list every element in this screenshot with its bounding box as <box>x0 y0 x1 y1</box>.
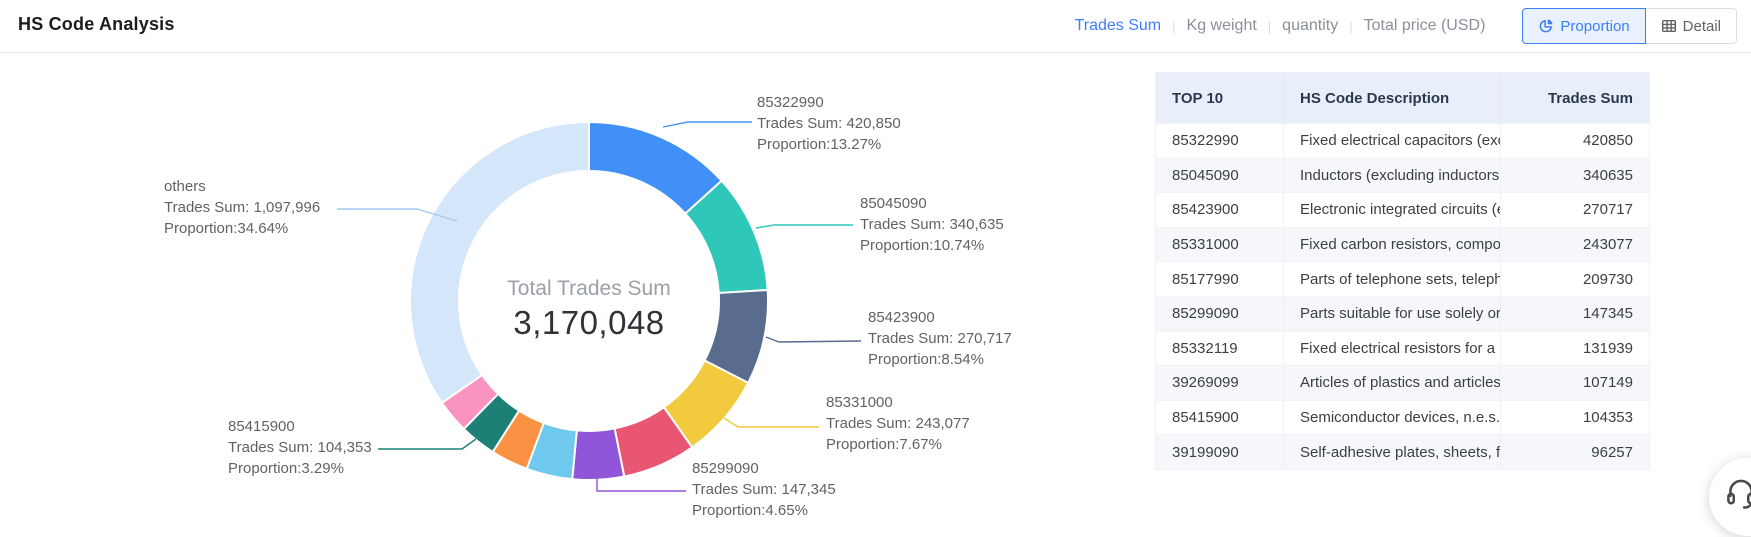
metric-nav: Trades Sum | Kg weight | quantity | Total pric… <box>1064 0 1737 52</box>
table-row: 85299090 Parts suitable for use solely or… <box>1156 295 1649 331</box>
headset-icon <box>1727 479 1751 509</box>
cell-hs-code: 85045090 <box>1156 158 1284 193</box>
table-row: 85423900 Electronic integrated circuits (… <box>1156 192 1649 227</box>
cell-description: Fixed electrical capacitors (exclu... <box>1284 124 1501 158</box>
top10-table: TOP 10 HS Code Description Trades Sum 85… <box>1155 72 1650 470</box>
chart-slice-others[interactable] <box>409 120 590 405</box>
chart-center-title: Total Trades Sum <box>507 277 671 300</box>
header-bar: HS Code Analysis Trades Sum | Kg weight | qu… <box>0 0 1751 52</box>
slice-label-85423900: 85423900 Trades Sum: 270,717 Proportion:8.… <box>868 309 1012 368</box>
label-leader-line-85415900 <box>378 438 477 450</box>
label-leader-line-85331000 <box>723 417 819 428</box>
view-toggle-group: Proportion Detail <box>1522 8 1737 44</box>
table-icon <box>1661 20 1676 33</box>
slice-label-85045090: 85045090 Trades Sum: 340,635 Proportion:10… <box>860 195 1004 254</box>
label-leader-line-85423900 <box>765 336 862 343</box>
tab-quantity[interactable]: quantity <box>1282 17 1339 34</box>
chart-slice-85299090[interactable] <box>571 427 626 481</box>
label-leader-line-85322990 <box>662 121 752 128</box>
table-header-row: TOP 10 HS Code Description Trades Sum <box>1156 73 1649 123</box>
slice-label-85331000: 85331000 Trades Sum: 243,077 Proportion:7.… <box>826 394 970 453</box>
cell-hs-code: 85332119 <box>1156 331 1284 366</box>
cell-trades-sum: 340635 <box>1582 166 1633 184</box>
cell-description: Parts suitable for use solely or p... <box>1284 296 1501 331</box>
cell-trades-sum: 243077 <box>1582 236 1633 254</box>
cell-hs-code: 85322990 <box>1156 124 1284 158</box>
table-header-top10: TOP 10 <box>1156 73 1284 123</box>
cell-trades-sum: 131939 <box>1582 339 1633 357</box>
table-row: 39269099 Articles of plastics and article… <box>1156 365 1649 400</box>
slice-label-85322990: 85322990 Trades Sum: 420,850 Proportion:13… <box>757 94 901 153</box>
cell-trades-sum: 147345 <box>1582 305 1633 323</box>
cell-trades-sum: 270717 <box>1582 201 1633 219</box>
tab-trades-sum[interactable]: Trades Sum <box>1074 17 1162 34</box>
cell-description: Fixed electrical resistors for a po... <box>1284 331 1501 366</box>
slice-label-85299090: 85299090 Trades Sum: 147,345 Proportion:4.… <box>692 460 836 519</box>
cell-description: Self-adhesive plates, sheets, fil... <box>1284 435 1501 469</box>
table-row: 85045090 Inductors (excluding inductors f… <box>1156 157 1649 193</box>
cell-description: Parts of telephone sets, telepho... <box>1284 262 1501 296</box>
detail-button[interactable]: Detail <box>1645 8 1737 44</box>
tab-separator: | <box>1172 18 1176 34</box>
cell-trades-sum: 96257 <box>1591 443 1633 461</box>
detail-button-label: Detail <box>1682 17 1721 35</box>
table-row: 85332119 Fixed electrical resistors for a… <box>1156 330 1649 366</box>
cell-hs-code: 85423900 <box>1156 193 1284 227</box>
customer-service-fab[interactable] <box>1709 458 1751 536</box>
page-title: HS Code Analysis <box>18 14 175 34</box>
table-row: 85415900 Semiconductor devices, n.e.s. 104… <box>1156 399 1649 435</box>
tab-separator: | <box>1267 18 1272 34</box>
cell-trades-sum: 420850 <box>1582 132 1633 150</box>
proportion-button[interactable]: Proportion <box>1522 8 1646 44</box>
cell-hs-code: 39199090 <box>1156 435 1284 469</box>
slice-label-85415900: 85415900 Trades Sum: 104,353 Proportion:3.… <box>228 418 372 477</box>
tab-separator: | <box>1349 18 1353 34</box>
cell-hs-code: 39269099 <box>1156 366 1284 400</box>
table-header-description: HS Code Description <box>1284 73 1501 123</box>
cell-description: Semiconductor devices, n.e.s. <box>1284 400 1501 435</box>
cell-hs-code: 85177990 <box>1156 262 1284 296</box>
chart-center-value: 3,170,048 <box>513 304 665 341</box>
cell-trades-sum: 104353 <box>1582 409 1633 427</box>
chart-center-label: Total Trades Sum 3,170,048 <box>439 277 739 342</box>
header-divider <box>0 52 1751 53</box>
pie-chart-icon <box>1540 19 1553 33</box>
cell-hs-code: 85331000 <box>1156 227 1284 262</box>
slice-label-others: others Trades Sum: 1,097,996 Proportion:34… <box>164 178 321 237</box>
cell-hs-code: 85299090 <box>1156 296 1284 331</box>
cell-trades-sum: 209730 <box>1582 270 1633 288</box>
label-leader-line-85045090 <box>755 224 853 229</box>
cell-description: Fixed carbon resistors, composit... <box>1284 227 1501 262</box>
cell-hs-code: 85415900 <box>1156 400 1284 435</box>
proportion-button-label: Proportion <box>1560 17 1630 35</box>
table-row: 39199090 Self-adhesive plates, sheets, fi… <box>1156 434 1649 469</box>
table-header-trades-sum: Trades Sum <box>1547 89 1633 107</box>
tab-kg-weight[interactable]: Kg weight <box>1186 17 1257 34</box>
cell-description: Electronic integrated circuits (ex... <box>1284 193 1501 227</box>
tab-total-price-usd-[interactable]: Total price (USD) <box>1363 17 1486 34</box>
cell-description: Inductors (excluding inductors f... <box>1284 158 1501 193</box>
cell-description: Articles of plastics and articles o... <box>1284 366 1501 400</box>
cell-trades-sum: 107149 <box>1582 374 1633 392</box>
